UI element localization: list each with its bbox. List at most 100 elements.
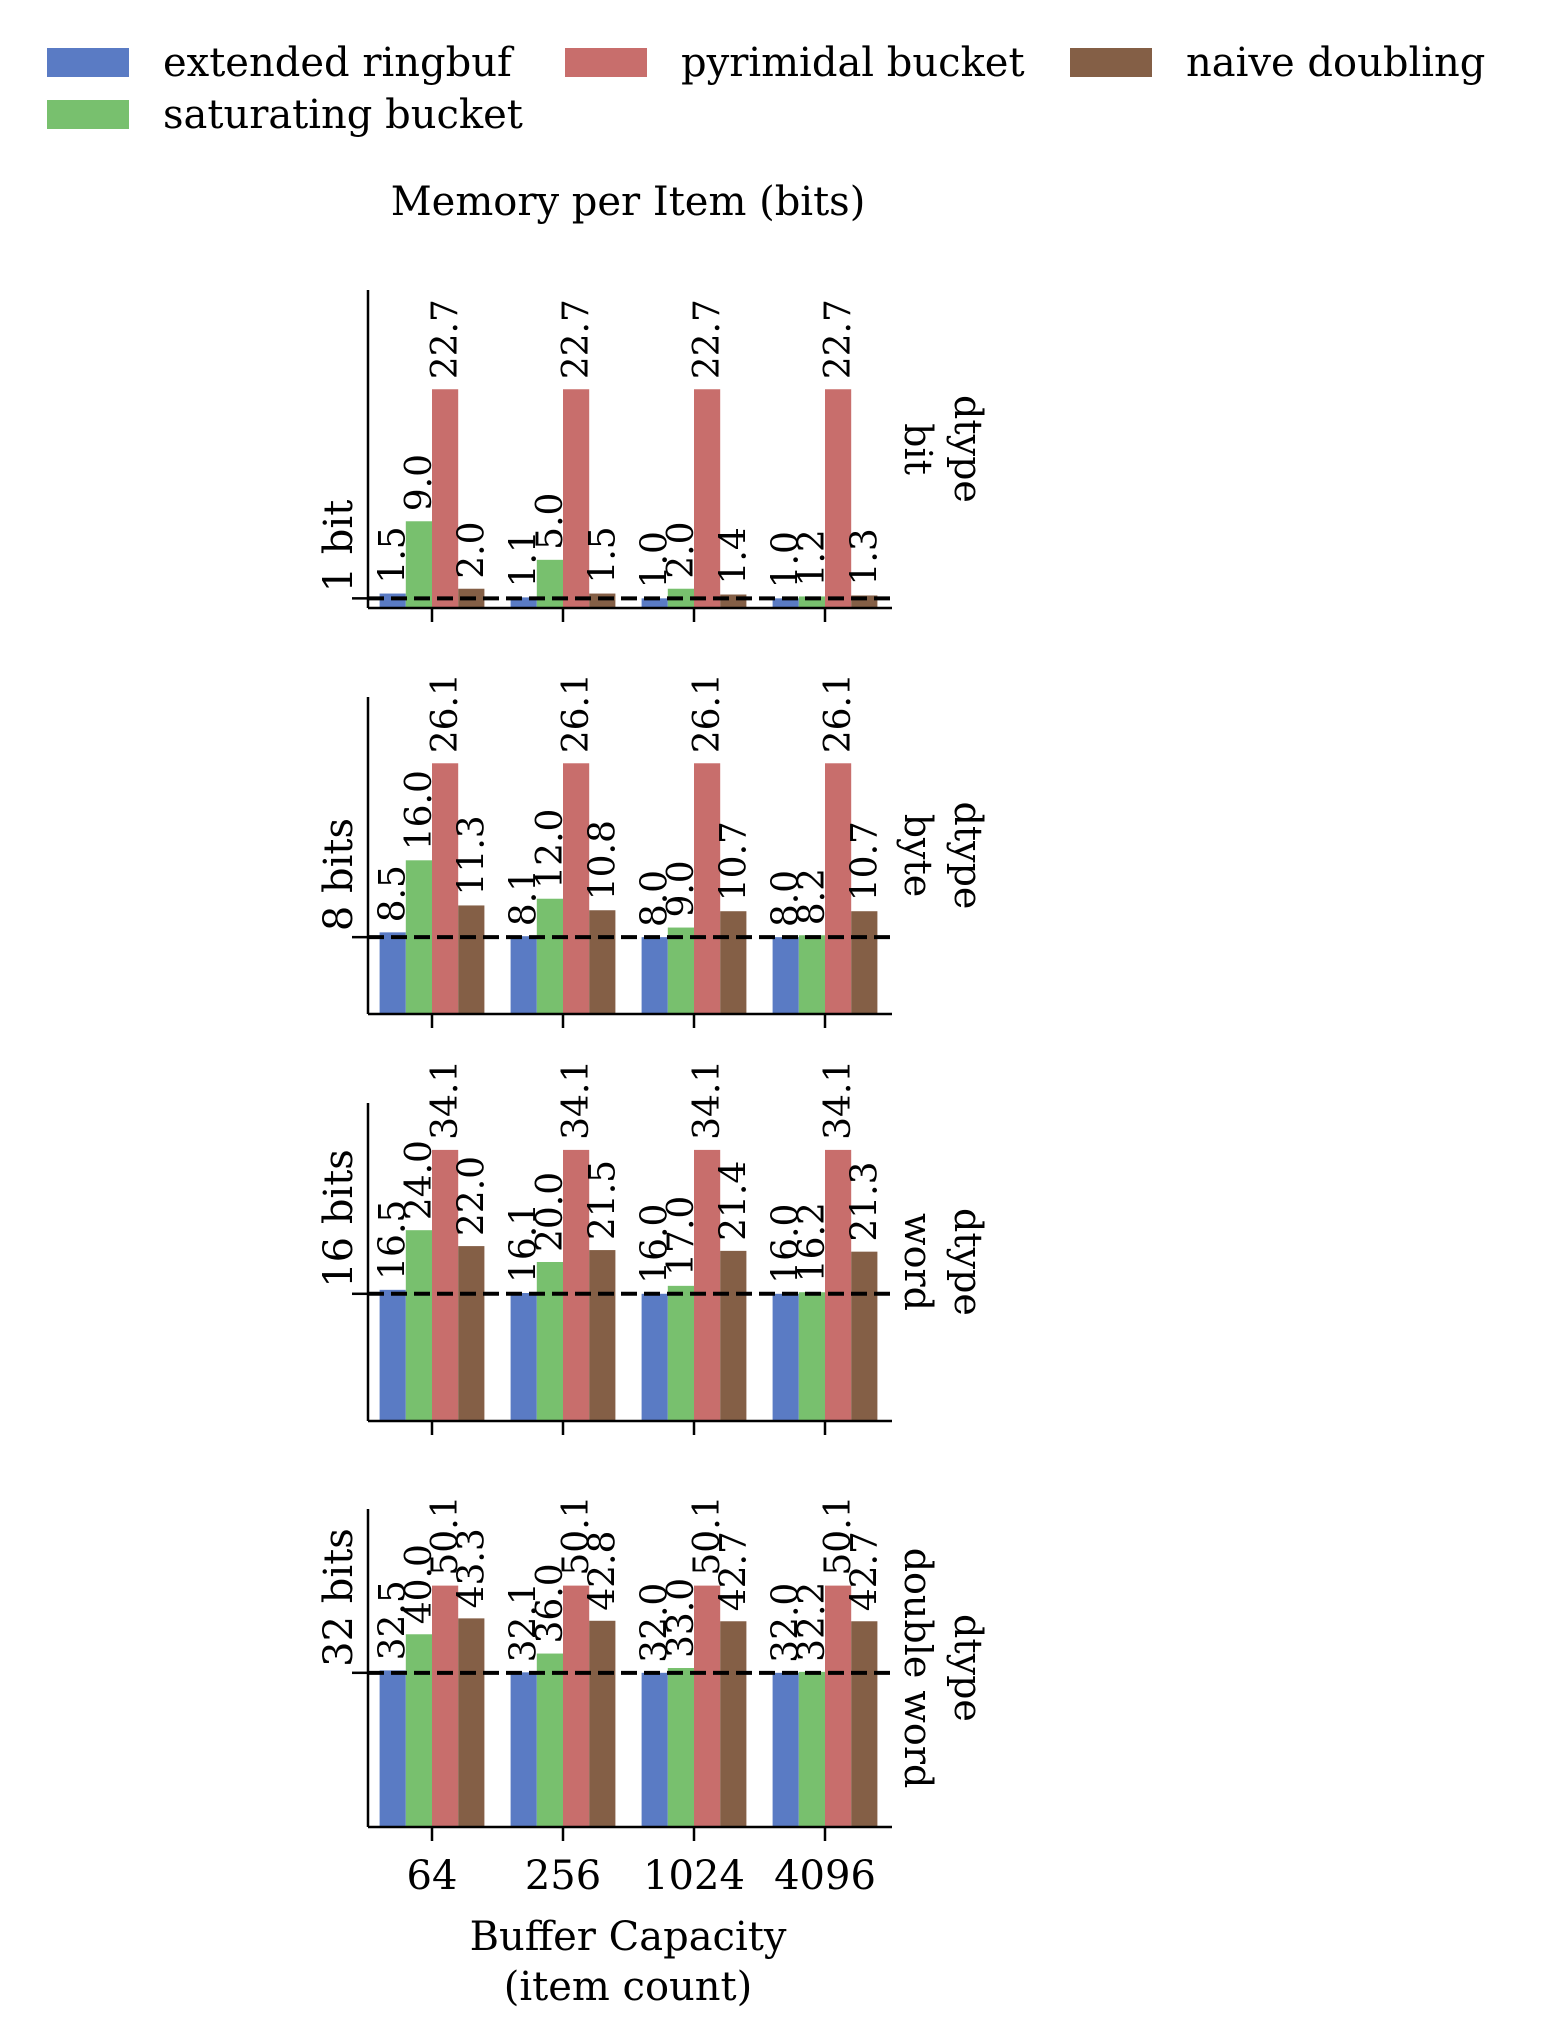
legend: extended ringbuf saturating bucket pyrimid… xyxy=(47,40,1485,138)
bar-value-label: 50.1 xyxy=(687,1495,728,1575)
bar xyxy=(825,389,852,608)
panel-row-label: dtype xyxy=(946,1208,990,1316)
bar xyxy=(772,1293,799,1421)
legend-swatch xyxy=(47,100,129,129)
bar xyxy=(563,763,590,1014)
bar xyxy=(825,1585,852,1827)
bar xyxy=(536,1653,563,1827)
bar-value-label: 1.4 xyxy=(713,527,754,584)
bar xyxy=(379,932,406,1014)
bar-value-label: 10.7 xyxy=(713,821,754,901)
bar xyxy=(589,1250,616,1421)
bar-value-label: 1.3 xyxy=(844,528,885,585)
bar xyxy=(379,1289,406,1421)
panel-row-label: double word xyxy=(896,1548,940,1789)
bar-value-label: 22.7 xyxy=(425,299,466,379)
bar-value-label: 2.0 xyxy=(451,521,492,578)
y-tick-label: 1 bit xyxy=(316,500,362,593)
bar xyxy=(405,521,432,608)
bar xyxy=(641,1672,668,1827)
legend-entry: extended ringbuf xyxy=(47,40,515,86)
bar xyxy=(851,911,878,1014)
bar xyxy=(563,1585,590,1827)
bar-value-label: 16.0 xyxy=(766,1204,807,1284)
bar xyxy=(510,1293,537,1421)
bar-value-label: 50.1 xyxy=(818,1495,859,1575)
bar-value-label: 8.0 xyxy=(635,870,676,927)
bar xyxy=(458,1246,485,1421)
bar xyxy=(694,1585,721,1827)
bar-value-label: 34.1 xyxy=(687,1060,728,1140)
legend-swatch xyxy=(565,48,647,77)
panel: 8.516.026.111.38.112.026.110.8 8.09.026.1… xyxy=(316,673,990,1028)
bar xyxy=(667,1668,694,1827)
panel-row-label: dtype xyxy=(946,395,990,503)
bar xyxy=(432,763,459,1014)
bar xyxy=(432,1149,459,1421)
y-tick-label: 32 bits xyxy=(316,1528,362,1667)
bar xyxy=(694,763,721,1014)
bar xyxy=(798,596,825,608)
panel-row-label: dtype xyxy=(946,1614,990,1722)
bar xyxy=(667,927,694,1014)
bar-value-label: 22.0 xyxy=(451,1156,492,1236)
bar-value-label: 26.1 xyxy=(556,673,597,753)
x-axis-label-line: Buffer Capacity xyxy=(470,1914,787,1960)
bar xyxy=(510,597,537,608)
bar xyxy=(589,593,616,608)
bar xyxy=(694,1149,721,1421)
bar-value-label: 34.1 xyxy=(556,1060,597,1140)
panel-row-label: dtype xyxy=(946,802,990,910)
bar xyxy=(641,598,668,608)
bar xyxy=(458,1618,485,1827)
legend-label: pyrimidal bucket xyxy=(681,40,1025,86)
bar xyxy=(458,905,485,1014)
bar xyxy=(851,1621,878,1827)
bar-value-label: 22.7 xyxy=(818,299,859,379)
bar-value-label: 50.1 xyxy=(425,1495,466,1575)
bar-value-label: 50.1 xyxy=(556,1495,597,1575)
bar-value-label: 26.1 xyxy=(425,673,466,753)
bar xyxy=(798,1292,825,1421)
bar-value-label: 22.7 xyxy=(687,299,728,379)
panel: 16.524.034.122.016.120.034.121.516.017.0… xyxy=(316,1060,990,1435)
panel-row-label: word xyxy=(896,1213,940,1311)
bar xyxy=(772,937,799,1014)
x-tick-label: 64 xyxy=(407,1853,458,1899)
bar xyxy=(536,1262,563,1421)
bar-value-label: 22.7 xyxy=(556,299,597,379)
legend-label: saturating bucket xyxy=(163,92,523,138)
bar xyxy=(432,389,459,608)
legend-entry: pyrimidal bucket xyxy=(565,40,1025,86)
bar-value-label: 42.7 xyxy=(844,1531,885,1611)
bar xyxy=(694,389,721,608)
bar-value-label: 11.3 xyxy=(451,815,492,895)
x-tick-label: 256 xyxy=(525,1853,601,1899)
bar xyxy=(510,1672,537,1827)
bar-value-label: 21.4 xyxy=(713,1161,754,1241)
bar xyxy=(772,1672,799,1827)
bar xyxy=(379,1670,406,1827)
bar xyxy=(589,910,616,1014)
bar xyxy=(641,1293,668,1421)
bar xyxy=(536,898,563,1014)
bar-value-label: 8.0 xyxy=(766,870,807,927)
bar-value-label: 42.7 xyxy=(713,1531,754,1611)
panels: 1.59.022.72.0 1.15.022.71.5 1.02.022.71.4 1… xyxy=(316,290,990,1899)
bar xyxy=(405,1230,432,1421)
bar xyxy=(798,935,825,1014)
bar xyxy=(720,911,747,1014)
bar-value-label: 26.1 xyxy=(687,673,728,753)
bar-value-label: 1.0 xyxy=(635,531,676,588)
bar xyxy=(798,1671,825,1827)
bar xyxy=(825,1149,852,1421)
bar xyxy=(825,763,852,1014)
bar-value-label: 32.0 xyxy=(635,1583,676,1663)
panel: 1.59.022.72.0 1.15.022.71.5 1.02.022.71.4 1… xyxy=(316,290,990,622)
y-tick-label: 8 bits xyxy=(316,818,362,931)
bar xyxy=(536,559,563,608)
bar-value-label: 43.3 xyxy=(451,1528,492,1608)
legend-swatch xyxy=(47,48,129,77)
chart-title: Memory per Item (bits) xyxy=(391,179,866,225)
